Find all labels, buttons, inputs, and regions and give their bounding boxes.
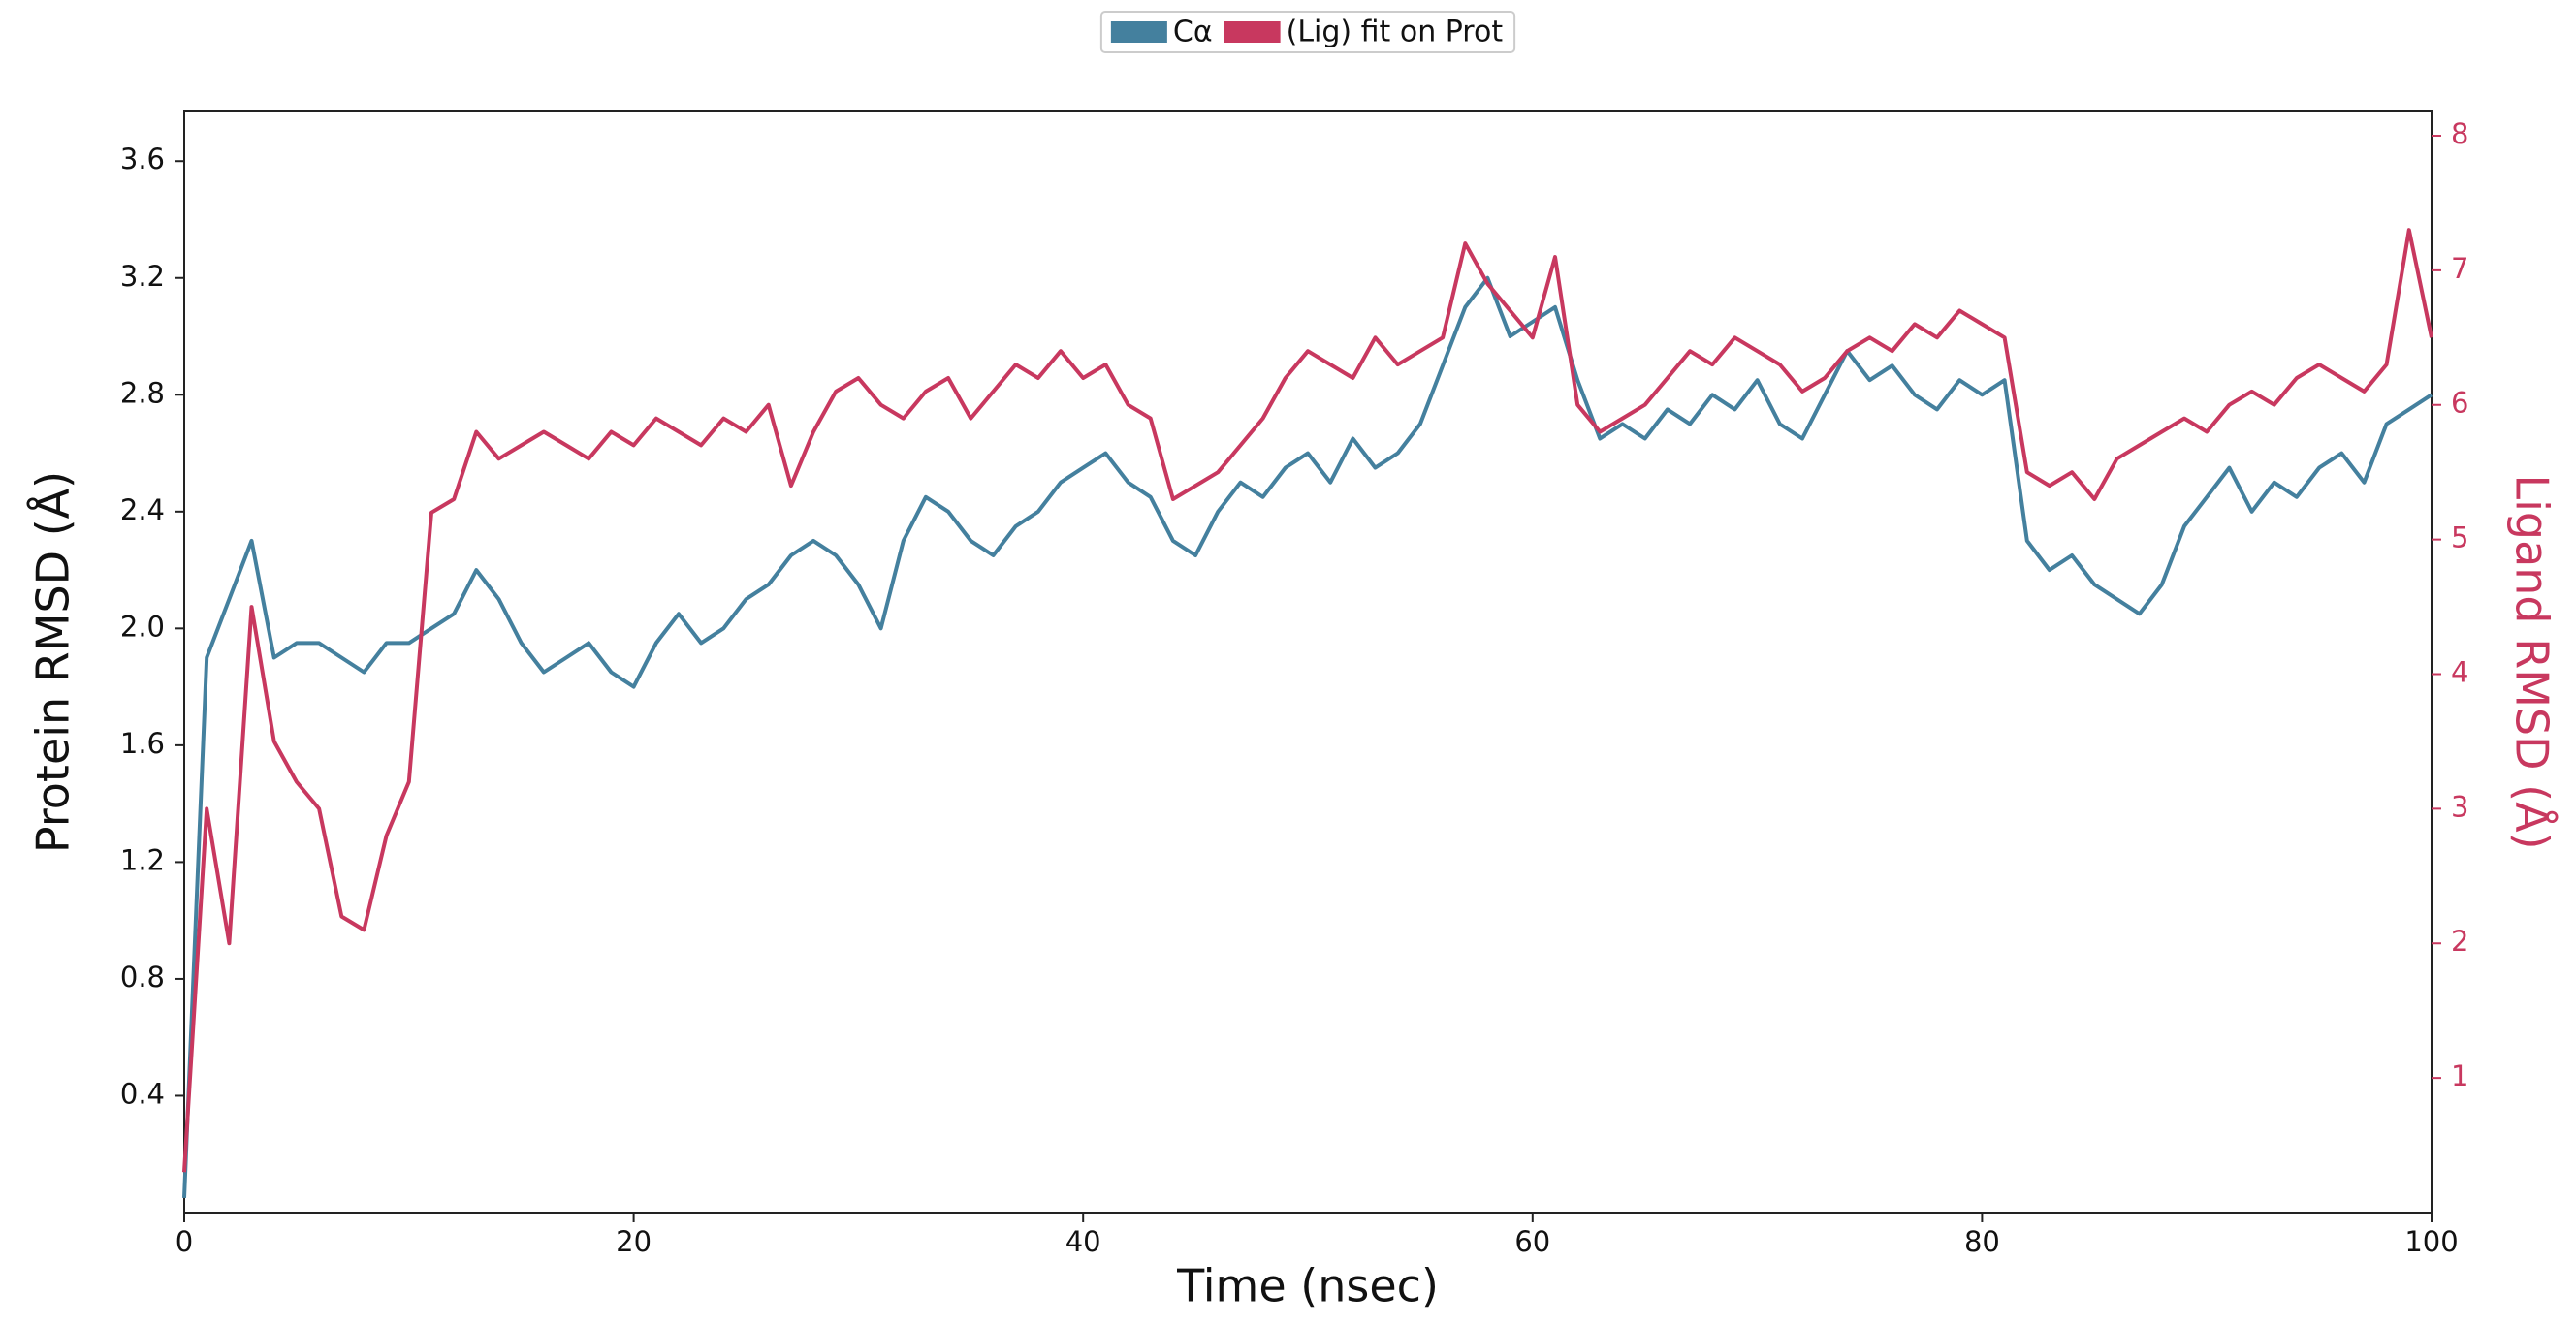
y-tick-label: 0.8 (120, 961, 165, 994)
legend-swatch (1110, 21, 1167, 43)
x-tick-label: 100 (2404, 1225, 2458, 1258)
legend-box (1099, 11, 1516, 53)
y-tick-label: 3.2 (120, 260, 165, 293)
y-tick-label: 2.8 (120, 376, 165, 409)
y2-tick-label: 7 (2451, 252, 2468, 285)
y2-tick-label: 2 (2451, 925, 2468, 958)
y2-tick-label: 5 (2451, 521, 2468, 554)
series-line (182, 228, 2433, 1173)
legend-label: Cα (1173, 16, 1213, 49)
y-tick-label: 0.4 (120, 1077, 165, 1110)
plot-frame (183, 110, 2433, 1214)
x-tick-label: 20 (616, 1225, 652, 1258)
legend-swatch (1224, 21, 1281, 43)
y-tick-label: 1.6 (120, 727, 165, 760)
x-tick-label: 80 (1964, 1225, 2000, 1258)
y-tick-label: 1.2 (120, 843, 165, 876)
y2-tick-label: 1 (2451, 1059, 2468, 1092)
y2-tick-label: 8 (2451, 117, 2468, 150)
x-tick-label: 60 (1514, 1225, 1550, 1258)
y2-tick-label: 4 (2451, 655, 2468, 688)
legend-label: (Lig) fit on Prot (1287, 16, 1504, 49)
series-line (182, 275, 2433, 1198)
y2-axis-label: Ligand RMSD (Å) (2506, 474, 2559, 849)
y-tick-label: 2.0 (120, 610, 165, 643)
x-axis-label: Time (nsec) (1176, 1260, 1439, 1312)
y-tick-label: 2.4 (120, 493, 165, 526)
y2-tick-label: 6 (2451, 387, 2468, 420)
y-axis-label: Protein RMSD (Å) (27, 471, 80, 853)
x-tick-label: 40 (1065, 1225, 1101, 1258)
y2-tick-label: 3 (2451, 790, 2468, 823)
y-tick-label: 3.6 (120, 142, 165, 175)
x-tick-label: 0 (175, 1225, 193, 1258)
